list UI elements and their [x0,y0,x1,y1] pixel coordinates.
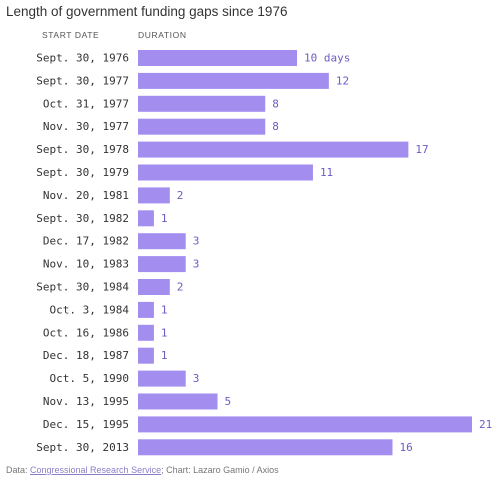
bar [138,347,154,364]
category-label: Dec. 15, 1995 [43,418,129,431]
bar [138,164,313,181]
bar [138,72,329,89]
value-label: 2 [177,189,184,202]
category-label: Sept. 30, 1982 [36,212,129,225]
category-label: Oct. 3, 1984 [50,303,130,316]
value-label: 8 [272,97,279,110]
category-label: Nov. 10, 1983 [43,258,129,271]
bar [138,279,170,295]
category-label: Dec. 18, 1987 [43,349,129,362]
value-label: 1 [161,326,168,339]
value-label: 10 days [304,52,350,65]
category-label: Nov. 30, 1977 [43,120,129,133]
category-label: Sept. 30, 1979 [36,166,129,179]
value-label: 3 [193,372,200,385]
bar [138,141,409,158]
start-date-header: START DATE [42,30,100,40]
value-label: 8 [272,120,279,133]
category-label: Oct. 5, 1990 [50,372,129,385]
value-label: 3 [193,258,200,271]
bar [138,187,170,204]
bar [138,95,266,112]
value-label: 12 [336,74,349,87]
value-label: 17 [415,143,428,156]
category-label: Oct. 16, 1986 [43,326,129,339]
value-label: 5 [225,395,232,408]
value-label: 3 [193,235,200,248]
category-label: Nov. 13, 1995 [43,395,129,408]
bar [138,233,186,250]
footer-suffix: ; Chart: Lazaro Gamio / Axios [161,465,279,475]
category-label: Dec. 17, 1982 [43,235,129,248]
value-label: 16 [399,441,412,454]
value-label: 11 [320,166,333,179]
value-label: 1 [161,212,168,225]
duration-header: DURATION [138,30,187,40]
chart-title: Length of government funding gaps since … [6,4,288,19]
value-label: 2 [177,281,184,294]
value-label: 21 [479,418,492,431]
category-label: Oct. 31, 1977 [43,97,129,110]
chart-footer: Data: Congressional Research Service; Ch… [6,465,279,475]
value-label: 1 [161,303,168,316]
value-label: 1 [161,349,168,362]
bar [138,416,472,433]
bar [138,50,298,66]
category-label: Sept. 30, 1976 [36,52,129,65]
bar [138,370,186,387]
category-label: Sept. 30, 1977 [36,74,129,87]
category-label: Sept. 30, 1984 [36,281,129,294]
bar [138,439,393,456]
bar [138,256,186,273]
bar [138,210,154,227]
bar [138,118,266,135]
source-link[interactable]: Congressional Research Service [30,465,162,475]
bar [138,301,154,318]
category-label: Sept. 30, 2013 [36,441,129,454]
bar [138,393,218,410]
bar [138,324,154,341]
footer-prefix: Data: [6,465,31,475]
category-label: Sept. 30, 1978 [36,143,129,156]
category-label: Nov. 20, 1981 [43,189,129,202]
